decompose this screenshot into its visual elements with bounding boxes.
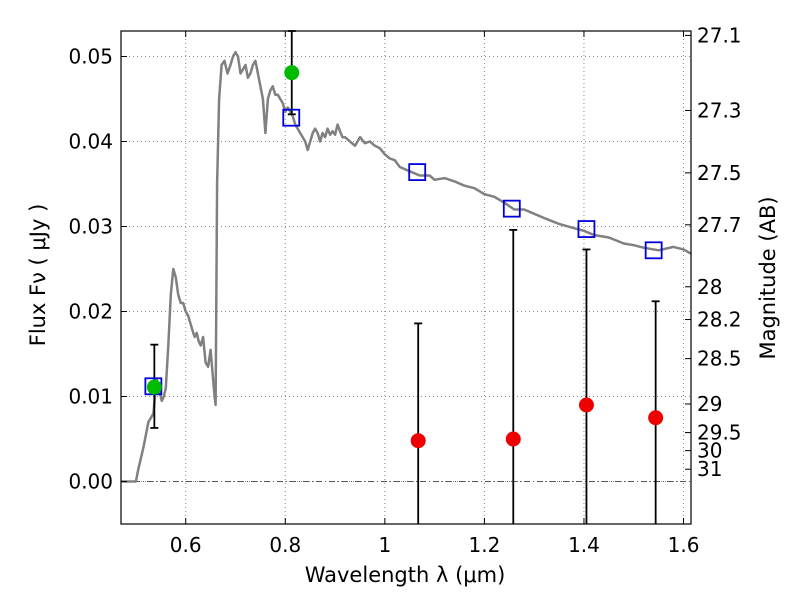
non-detection-point bbox=[648, 410, 664, 426]
mag-tick-label: 29.5 bbox=[697, 421, 742, 445]
x-tick-label: 0.6 bbox=[170, 533, 202, 557]
y-tick-labels: 0.00 0.01 0.02 0.03 0.04 0.05 bbox=[68, 45, 113, 494]
detection-point bbox=[284, 65, 300, 81]
mag-tick-label: 27.7 bbox=[697, 213, 742, 237]
x-tick-label: 1.6 bbox=[668, 533, 700, 557]
non-detection-point bbox=[505, 431, 521, 447]
model-photometry-square bbox=[282, 108, 301, 127]
x-tick-label: 1 bbox=[378, 533, 391, 557]
mag-tick-label: 27.1 bbox=[697, 23, 742, 47]
model-photometry-square bbox=[502, 199, 521, 218]
mag-tick-label: 31 bbox=[697, 457, 722, 481]
x-tick-label: 0.8 bbox=[269, 533, 301, 557]
y-tick-label: 0.05 bbox=[68, 45, 113, 69]
model-photometry-square bbox=[644, 241, 663, 260]
x-axis-label: Wavelength λ (μm) bbox=[305, 563, 506, 587]
y-tick-label: 0.03 bbox=[68, 215, 113, 239]
x-tick-label: 1.4 bbox=[568, 533, 600, 557]
mag-tick-label: 30 bbox=[697, 439, 722, 463]
y-tick-label: 0.00 bbox=[68, 470, 113, 494]
mag-tick-label: 28.5 bbox=[697, 347, 742, 371]
mag-tick-label: 29 bbox=[697, 392, 722, 416]
x-tick-labels: 0.6 0.8 1 1.2 1.4 1.6 bbox=[170, 533, 700, 557]
grid-lines bbox=[121, 31, 691, 524]
mag-tick-label: 28.2 bbox=[697, 308, 742, 332]
mag-tick-label: 27.5 bbox=[697, 161, 742, 185]
errorbar-layer bbox=[150, 30, 660, 524]
sed-curve-layer bbox=[121, 50, 692, 483]
x-tick-label: 1.2 bbox=[468, 533, 500, 557]
model-photometry-square bbox=[408, 163, 427, 182]
non-detection-point bbox=[410, 433, 426, 449]
y-tick-label: 0.04 bbox=[68, 130, 113, 154]
y-tick-label: 0.02 bbox=[68, 300, 113, 324]
y-tick-label: 0.01 bbox=[68, 385, 113, 409]
mag-tick-label: 28 bbox=[697, 275, 722, 299]
sed-curve bbox=[121, 50, 692, 483]
tick-marks bbox=[121, 31, 691, 524]
y-axis-label: Flux Fν ( μJy ) bbox=[26, 204, 50, 347]
non-detection-point bbox=[578, 397, 594, 413]
plot-frame bbox=[120, 30, 692, 525]
mag-tick-label: 27.3 bbox=[697, 98, 742, 122]
model-photometry-square bbox=[577, 220, 596, 238]
y2-axis-label: Magnitude (AB) bbox=[756, 196, 780, 359]
photometry-points-layer bbox=[146, 65, 664, 449]
detection-point bbox=[146, 379, 162, 395]
